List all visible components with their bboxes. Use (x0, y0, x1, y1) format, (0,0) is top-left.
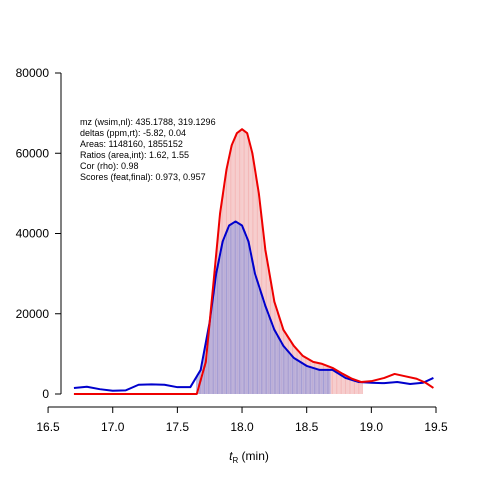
x-tick-label: 18.0 (230, 420, 254, 434)
annotation-line: Cor (rho): 0.98 (80, 161, 139, 171)
area-fills (196, 129, 363, 394)
x-tick-label: 18.5 (295, 420, 319, 434)
y-tick-label: 20000 (16, 307, 50, 321)
x-tick-label: 19.0 (360, 420, 384, 434)
x-tick-label: 17.5 (166, 420, 190, 434)
annotation-line: Scores (feat,final): 0.973, 0.957 (80, 172, 206, 182)
x-axis-label: tR (min) (229, 449, 269, 465)
x-axis-label-subscript: R (232, 456, 238, 465)
x-tick-label: 19.5 (424, 420, 448, 434)
y-tick-label: 40000 (16, 227, 50, 241)
series-lines (73, 128, 434, 395)
y-tick-label: 60000 (16, 146, 50, 160)
y-tick-label: 0 (42, 387, 49, 401)
annotation-line: mz (wsim,nl): 435.1788, 319.1296 (80, 117, 216, 127)
x-axis-label-unit: (min) (238, 449, 269, 463)
annotation-line: Ratios (area,int): 1.62, 1.55 (80, 150, 189, 160)
series-0-line (73, 128, 434, 395)
x-axis-label-main: t (229, 449, 233, 463)
annotation-line: Areas: 1148160, 1855152 (80, 139, 183, 149)
x-tick-label: 16.5 (36, 420, 60, 434)
y-tick-label: 80000 (16, 66, 50, 80)
annotation-line: deltas (ppm,rt): -5.82, 0.04 (80, 128, 186, 138)
axes: 0 20000 40000 60000 80000 16.5 17.0 17.5 18.0 18.… (16, 66, 448, 434)
x-tick-label: 17.0 (101, 420, 125, 434)
